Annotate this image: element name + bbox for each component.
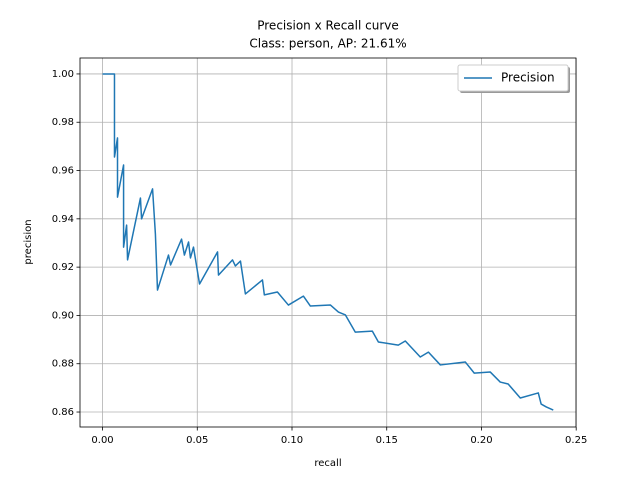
y-tick-label: 0.86 xyxy=(52,407,74,418)
x-tick-label: 0.25 xyxy=(565,435,587,446)
x-tick-label: 0.20 xyxy=(470,435,492,446)
y-tick-label: 0.88 xyxy=(52,359,74,370)
x-tick-label: 0.15 xyxy=(376,435,398,446)
legend-box xyxy=(457,64,569,92)
x-tick-label: 0.05 xyxy=(186,435,208,446)
y-tick-label: 1.00 xyxy=(52,69,74,80)
legend-label: Precision xyxy=(501,71,555,85)
x-tick-label: 0.10 xyxy=(281,435,303,446)
plot-frame xyxy=(79,57,577,428)
x-axis-label: recall xyxy=(314,458,341,469)
chart-subtitle: Class: person, AP: 21.61% xyxy=(249,37,406,51)
y-tick-label: 0.92 xyxy=(52,262,74,273)
y-tick-label: 0.96 xyxy=(52,166,74,177)
chart-title: Precision x Recall curve xyxy=(257,19,399,33)
y-axis-label: precision xyxy=(23,219,34,264)
y-tick-label: 0.98 xyxy=(52,117,74,128)
y-tick-label: 0.94 xyxy=(52,214,74,225)
x-tick-label: 0.00 xyxy=(91,435,113,446)
data-line xyxy=(102,73,554,411)
y-tick-label: 0.90 xyxy=(52,310,74,321)
